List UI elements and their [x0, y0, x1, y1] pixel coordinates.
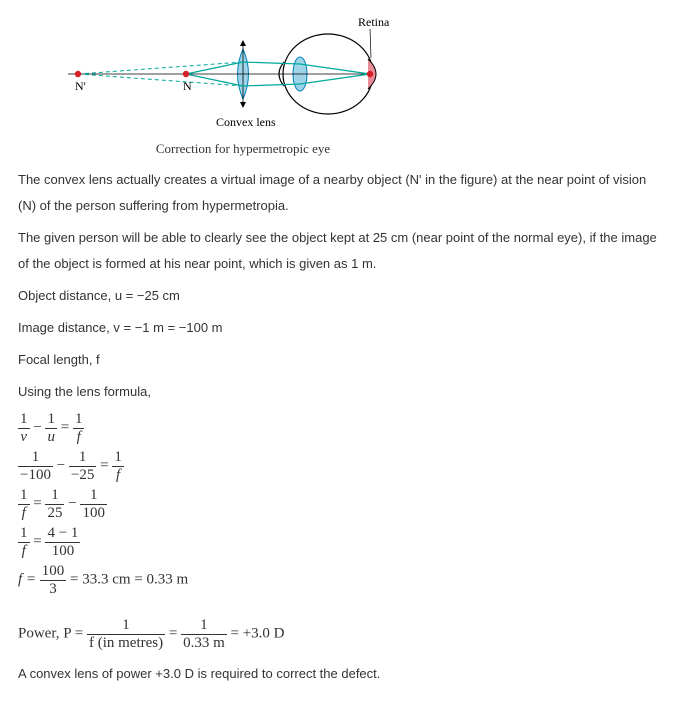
- diagram-caption: Correction for hypermetropic eye: [68, 141, 418, 157]
- label-convex: Convex lens: [216, 115, 276, 129]
- para-2: The given person will be able to clearly…: [18, 225, 664, 277]
- equation-5: f = 1003 = 33.3 cm = 0.33 m: [18, 563, 664, 597]
- line-focal-length: Focal length, f: [18, 347, 664, 373]
- equation-6: Power, P = 1f (in metres) = 10.33 m = +3…: [18, 617, 664, 651]
- label-retina: Retina: [358, 15, 390, 29]
- equation-4: 1f = 4 − 1100: [18, 525, 664, 559]
- eye-diagram: N' N Retina Convex lens Correction for h…: [68, 14, 418, 157]
- line-using-lens: Using the lens formula,: [18, 379, 664, 405]
- conclusion: A convex lens of power +3.0 D is require…: [18, 661, 664, 687]
- equation-3: 1f = 125 − 1100: [18, 487, 664, 521]
- eye-svg: N' N Retina Convex lens: [68, 14, 418, 134]
- equation-1: 1v − 1u = 1f: [18, 411, 664, 445]
- equation-2: 1−100 − 1−25 = 1f: [18, 449, 664, 483]
- para-1: The convex lens actually creates a virtu…: [18, 167, 664, 219]
- label-n: N: [183, 79, 192, 93]
- line-object-distance: Object distance, u = −25 cm: [18, 283, 664, 309]
- label-n-prime: N': [75, 79, 86, 93]
- line-image-distance: Image distance, v = −1 m = −100 m: [18, 315, 664, 341]
